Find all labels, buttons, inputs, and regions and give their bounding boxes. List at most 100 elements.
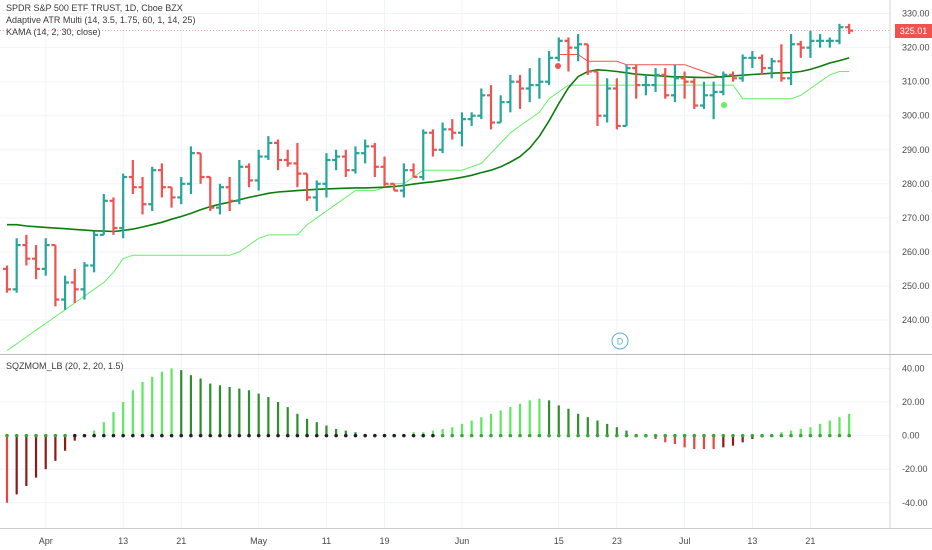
ohlc-bar — [496, 95, 505, 124]
price-tick-label: 320.00 — [902, 43, 930, 53]
squeeze-dot — [779, 433, 784, 438]
kama-series-line — [7, 57, 850, 233]
squeeze-dot — [702, 433, 706, 438]
squeeze-dot — [847, 433, 851, 438]
squeeze-dot — [256, 433, 261, 438]
momentum-tick-label: 0.00 — [902, 431, 920, 441]
time-tick-label: Apr — [39, 536, 53, 546]
ohlc-bar — [138, 177, 147, 215]
squeeze-dot — [363, 433, 367, 438]
ohlc-bar — [419, 129, 428, 181]
squeeze-dot — [837, 433, 842, 438]
dividend-marker-label: D — [617, 337, 624, 347]
squeeze-dot — [615, 433, 619, 438]
momentum-tick-label: -40.00 — [902, 498, 928, 508]
squeeze-dot — [498, 433, 503, 438]
ohlc-bar — [119, 173, 128, 239]
squeeze-dot — [402, 433, 406, 438]
squeeze-dot — [624, 433, 629, 438]
squeeze-dot — [431, 433, 435, 438]
symbol-title[interactable]: SPDR S&P 500 ETF TRUST, 1D, Cboe BZX — [6, 3, 183, 13]
ohlc-bar — [699, 81, 708, 109]
squeeze-dot — [150, 433, 154, 438]
momentum-title[interactable]: SQZMOM_LB (20, 2, 20, 1.5) — [6, 361, 124, 371]
ohlc-bar — [738, 54, 747, 82]
time-axis-labels: Apr 13 21 May 11 19 Jun 15 23 Jul 13 21 — [39, 536, 816, 546]
price-axis-labels: 330.00 320.00 310.00 300.00 290.00 280.00 270.… — [902, 9, 930, 325]
squeeze-dot — [266, 433, 271, 438]
ohlc-bar — [177, 177, 186, 205]
price-tick-label: 260.00 — [902, 247, 930, 257]
squeeze-dot — [102, 433, 106, 438]
squeeze-dot — [131, 433, 135, 438]
ohlc-bar — [574, 34, 583, 62]
ohlc-bar — [254, 149, 263, 191]
indicator-kama-label[interactable]: KAMA (14, 2, 30, close) — [6, 27, 101, 37]
ohlc-bar — [690, 78, 699, 109]
squeeze-dot — [508, 433, 513, 438]
atr-flip-dot-green — [721, 102, 727, 108]
time-tick-label: 15 — [554, 536, 564, 546]
time-tick-label: 11 — [322, 536, 331, 546]
ohlc-bar — [622, 64, 631, 128]
ohlc-bar — [448, 119, 457, 140]
ohlc-bar — [32, 245, 41, 280]
squeeze-dot — [247, 433, 251, 438]
squeeze-dot — [595, 433, 600, 438]
atr-stop-green-line — [6, 71, 850, 352]
squeeze-dot — [72, 433, 77, 438]
ohlc-bars — [3, 23, 854, 310]
indicator-atr-label[interactable]: Adaptive ATR Multi (14, 3.5, 1.75, 60, 1… — [6, 15, 196, 25]
time-tick-label: 13 — [747, 536, 757, 546]
ohlc-bar — [70, 268, 79, 303]
ohlc-bar — [641, 74, 650, 96]
ohlc-bar — [564, 37, 573, 72]
dividend-marker[interactable]: D — [611, 332, 629, 350]
squeeze-dot — [634, 433, 638, 438]
ohlc-bar — [148, 166, 157, 212]
ohlc-bar — [128, 159, 137, 195]
time-tick-label: Jul — [679, 536, 691, 546]
squeeze-dot — [382, 433, 387, 438]
ohlc-bar — [361, 139, 370, 164]
squeeze-dot — [576, 433, 580, 438]
ohlc-bar — [196, 152, 205, 184]
ohlc-bar — [467, 112, 476, 126]
squeeze-dot — [344, 433, 348, 438]
ohlc-bar — [506, 74, 515, 113]
ohlc-bar — [651, 68, 660, 92]
squeeze-dot — [769, 433, 774, 438]
squeeze-dot — [305, 433, 309, 438]
ohlc-bar — [215, 183, 224, 215]
squeeze-dot — [53, 433, 58, 438]
ohlc-bar — [680, 71, 689, 99]
time-tick-label: 21 — [176, 536, 186, 546]
squeeze-dot — [479, 433, 484, 438]
momentum-axis-labels: 40.00 20.00 0.00 -20.00 -40.00 — [902, 363, 928, 507]
squeeze-dot — [605, 433, 609, 438]
lower-legend: SQZMOM_LB (20, 2, 20, 1.5) — [6, 360, 124, 372]
ohlc-bar — [787, 34, 796, 86]
ohlc-bar — [22, 234, 31, 266]
ohlc-bar — [332, 149, 341, 171]
price-tick-label: 280.00 — [902, 179, 930, 189]
squeeze-dot — [237, 433, 242, 438]
squeeze-dots — [5, 433, 851, 438]
squeeze-dot — [189, 433, 193, 438]
upper-legend: SPDR S&P 500 ETF TRUST, 1D, Cboe BZX Ada… — [6, 2, 195, 38]
squeeze-dot — [92, 433, 96, 438]
squeeze-dot — [160, 433, 164, 438]
ohlc-bar — [167, 186, 176, 208]
ohlc-bar — [835, 23, 844, 45]
time-tick-label: 13 — [118, 536, 128, 546]
price-tick-label: 310.00 — [902, 77, 930, 87]
ohlc-bar — [525, 68, 534, 103]
squeeze-dot — [644, 433, 648, 438]
time-tick-label: 23 — [612, 536, 622, 546]
momentum-tick-label: -20.00 — [902, 464, 928, 474]
ohlc-bar — [816, 34, 825, 48]
squeeze-dot — [556, 433, 561, 438]
squeeze-dot — [285, 433, 290, 438]
squeeze-dot — [711, 433, 716, 438]
